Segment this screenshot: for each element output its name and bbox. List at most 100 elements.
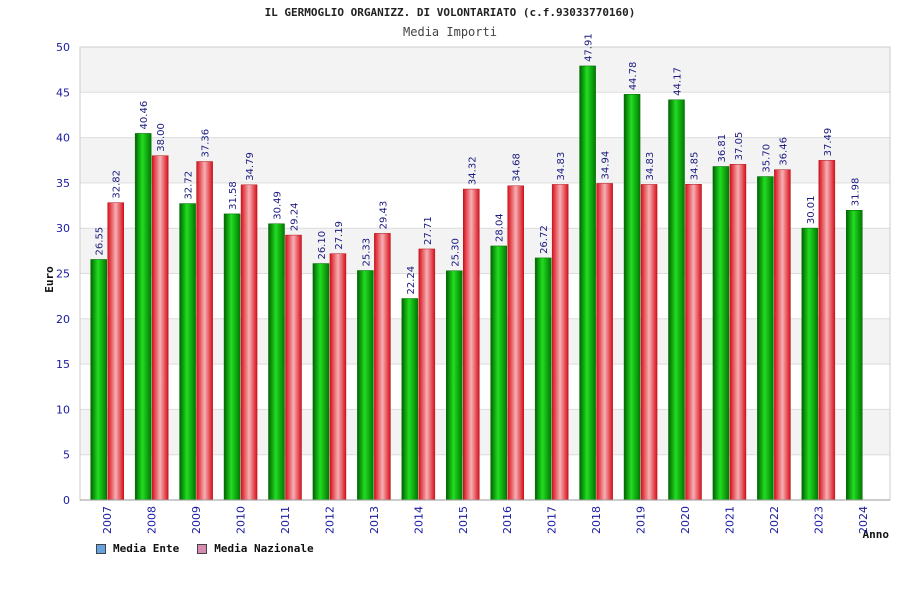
data-label: 44.78 xyxy=(628,62,639,91)
x-tick-label: 2023 xyxy=(812,506,825,534)
grid-band xyxy=(80,137,890,183)
bar-media-ente xyxy=(446,270,463,501)
legend-item-ente: Media Ente xyxy=(96,542,179,555)
bar-media-ente xyxy=(668,99,685,501)
legend-label-nazionale: Media Nazionale xyxy=(214,542,314,555)
x-tick-label: 2009 xyxy=(190,506,203,534)
data-label: 37.36 xyxy=(201,129,212,158)
grid-band xyxy=(80,228,890,274)
data-label: 44.17 xyxy=(673,67,684,96)
bar-media-nazionale xyxy=(418,248,436,501)
data-label: 34.83 xyxy=(556,152,567,181)
bar-media-ente xyxy=(579,65,596,501)
bar-media-nazionale xyxy=(374,233,391,501)
data-label: 35.70 xyxy=(761,144,772,173)
bar-media-nazionale xyxy=(596,183,613,501)
y-tick-label: 45 xyxy=(56,86,70,99)
y-tick-label: 5 xyxy=(63,449,70,462)
bar-media-nazionale xyxy=(285,234,302,501)
legend-item-nazionale: Media Nazionale xyxy=(197,542,314,555)
data-label: 31.98 xyxy=(850,178,861,207)
data-label: 37.49 xyxy=(823,128,834,157)
data-label: 26.72 xyxy=(539,225,550,254)
data-label: 22.24 xyxy=(406,266,417,295)
data-label: 27.19 xyxy=(334,221,345,250)
grid-band xyxy=(80,47,890,93)
x-tick-label: 2022 xyxy=(768,506,781,534)
bar-media-nazionale xyxy=(729,164,747,501)
axes xyxy=(79,46,891,501)
y-tick-label: 40 xyxy=(56,132,70,145)
bar-media-ente xyxy=(490,245,507,501)
data-label: 28.04 xyxy=(495,213,506,242)
x-tick-label: 2021 xyxy=(723,506,736,534)
x-tick-label: 2008 xyxy=(146,506,159,534)
bar-media-ente xyxy=(134,133,152,501)
data-label: 26.10 xyxy=(317,231,328,260)
legend: Media Ente Media Nazionale xyxy=(96,542,314,555)
bar-media-ente xyxy=(846,210,863,501)
x-tick-label: 2012 xyxy=(323,506,336,534)
data-label: 27.71 xyxy=(423,216,434,245)
bar-media-ente xyxy=(312,263,330,501)
data-label: 30.49 xyxy=(273,191,284,220)
y-tick-label: 0 xyxy=(63,494,70,507)
bar-media-ente xyxy=(223,213,241,501)
bar-media-nazionale xyxy=(329,253,347,501)
x-tick-label: 2018 xyxy=(590,506,603,534)
grid-band xyxy=(80,318,890,365)
bar-media-nazionale xyxy=(507,185,524,501)
data-label: 29.24 xyxy=(290,202,301,231)
data-label: 34.94 xyxy=(601,151,612,180)
data-label: 34.79 xyxy=(245,152,256,181)
data-label: 34.32 xyxy=(467,156,478,185)
x-tick-label: 2019 xyxy=(635,506,648,534)
x-tick-label: 2011 xyxy=(279,506,292,534)
tick-labels: 0 5 10 15 20 25 30 35 40 45 50 Euro Anno 2007 2008 2009… xyxy=(43,41,889,541)
x-tick-label: 2010 xyxy=(235,506,248,534)
bar-media-nazionale xyxy=(107,202,124,501)
chart-title: IL GERMOGLIO ORGANIZZ. DI VOLONTARIATO (… xyxy=(264,6,636,19)
legend-label-ente: Media Ente xyxy=(113,542,180,555)
bar-media-nazionale xyxy=(818,160,836,501)
data-label: 29.43 xyxy=(378,201,389,230)
data-label: 47.91 xyxy=(584,33,595,62)
data-label: 32.82 xyxy=(112,170,123,199)
bar-media-ente xyxy=(623,94,641,501)
data-label: 38.00 xyxy=(156,123,167,152)
x-tick-label: 2013 xyxy=(368,506,381,534)
y-tick-label: 10 xyxy=(56,403,70,416)
bar-media-ente xyxy=(90,259,107,501)
grid-bands xyxy=(80,47,890,455)
chart-subtitle: Media Importi xyxy=(403,25,497,39)
y-axis-label: Euro xyxy=(43,266,56,293)
data-label: 30.01 xyxy=(806,195,817,224)
data-label: 25.30 xyxy=(450,238,461,267)
data-label: 34.85 xyxy=(690,152,701,181)
data-label: 34.68 xyxy=(512,153,523,182)
bar-media-ente xyxy=(712,166,730,501)
data-label: 32.72 xyxy=(184,171,195,200)
data-label: 25.33 xyxy=(361,238,372,267)
bar-media-ente xyxy=(357,270,374,501)
x-tick-label: 2017 xyxy=(546,506,559,534)
bar-media-nazionale xyxy=(640,184,658,501)
x-axis-label: Anno xyxy=(863,528,890,541)
data-label: 31.58 xyxy=(228,181,239,210)
y-tick-label: 35 xyxy=(56,177,70,190)
x-tick-label: 2020 xyxy=(679,506,692,534)
data-label: 37.05 xyxy=(734,132,745,161)
bar-media-nazionale xyxy=(151,155,169,501)
y-tick-label: 50 xyxy=(56,41,70,54)
y-tick-label: 30 xyxy=(56,222,70,235)
x-tick-label: 2015 xyxy=(457,506,470,534)
bar-media-ente xyxy=(757,176,774,501)
bar-media-nazionale xyxy=(551,184,569,501)
grid-band xyxy=(80,409,890,455)
x-tick-label: 2007 xyxy=(101,506,114,534)
bar-media-nazionale xyxy=(774,169,791,501)
bars xyxy=(90,65,863,501)
bar-media-ente xyxy=(801,227,819,501)
